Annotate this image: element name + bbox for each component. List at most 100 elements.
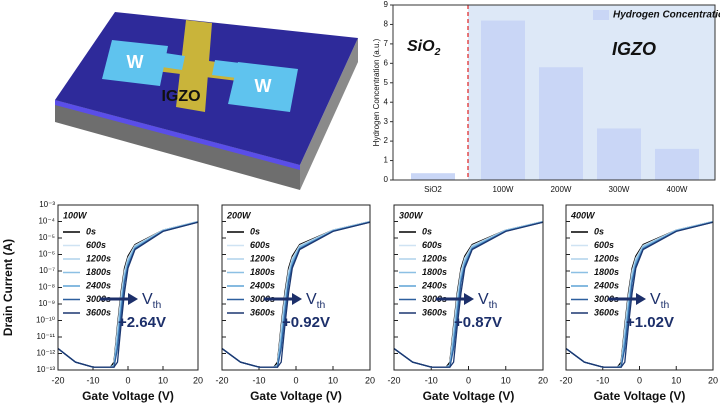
legend-label: 2400s (593, 280, 619, 290)
x-tick-label: -20 (387, 375, 400, 385)
plot-frame (221, 204, 371, 371)
x-tick-label: -10 (252, 375, 265, 385)
x-tick-label: 10 (501, 375, 511, 385)
x-tick-label: 0 (637, 375, 642, 385)
pad-label: W (255, 76, 272, 96)
connector-right (212, 60, 240, 78)
panel-title: 200W (226, 210, 252, 220)
legend-label: 2400s (85, 280, 111, 290)
vth-shift: +1.02V (626, 314, 674, 331)
legend-label: 1800s (422, 267, 447, 277)
series-line (222, 220, 370, 368)
series-line (222, 221, 370, 368)
legend-label: 3000s (250, 294, 275, 304)
x-tick-label: -20 (559, 375, 572, 385)
legend-label: 3600s (250, 307, 275, 317)
y-tick-label: 10⁻¹² (37, 349, 56, 358)
annotation-subscript: th (661, 300, 670, 311)
legend-label: 2400s (421, 280, 447, 290)
curves (566, 220, 713, 368)
x-tick-label: 10 (671, 375, 681, 385)
bar (597, 128, 641, 180)
pad-label: W (127, 52, 144, 72)
legend-label: 1200s (250, 253, 275, 263)
x-tick-label: SiO2 (424, 185, 442, 194)
x-tick-label: 400W (667, 185, 688, 194)
substrate-front (55, 100, 300, 190)
legend-label: 1800s (250, 267, 275, 277)
y-tick-label: 10⁻¹⁰ (36, 316, 55, 325)
arrow-head (292, 293, 302, 305)
legend-label: 3600s (422, 307, 447, 317)
y-tick-label: 10⁻⁹ (38, 299, 55, 308)
legend-label: 600s (422, 240, 442, 250)
y-tick-label: 10⁻⁵ (39, 233, 55, 242)
y-tick-label: 2 (384, 136, 389, 145)
legend-label: 3600s (86, 307, 111, 317)
legend-label: Hydrogen Concentration (613, 10, 720, 21)
series-line (222, 221, 370, 368)
x-tick-label: -20 (215, 375, 228, 385)
y-tick-label: 10⁻¹³ (37, 365, 56, 374)
annotation: Vth (306, 291, 326, 310)
oxide-edge (55, 100, 300, 170)
series-line (394, 220, 543, 368)
x-tick-label: 20 (193, 375, 203, 385)
series-line (566, 220, 713, 368)
plot-frame (57, 204, 199, 371)
series-line (566, 221, 713, 368)
y-tick-label: 7 (384, 39, 389, 48)
plot-frame (565, 204, 714, 371)
y-tick-label: 10⁻⁷ (39, 266, 55, 275)
series-line (222, 221, 370, 368)
y-tick-label: 6 (384, 58, 389, 67)
connector-left (162, 53, 185, 70)
arrow-head (636, 293, 646, 305)
series-line (222, 220, 370, 368)
panel-title: 100W (63, 210, 88, 220)
annotation: Vth (478, 291, 498, 310)
legend-label: 600s (594, 240, 614, 250)
series-line (566, 220, 713, 368)
x-tick-label: -10 (596, 375, 609, 385)
annotation-text: SiO (407, 38, 435, 55)
x-tick-label: -10 (425, 375, 438, 385)
bar (411, 173, 455, 180)
device-illustration: W W IGZO (55, 12, 358, 190)
annotation-subscript: th (317, 300, 326, 311)
y-tick-label: 10⁻³ (39, 200, 55, 209)
channel-label: IGZO (161, 88, 200, 105)
x-axis-title: Gate Voltage (V) (423, 389, 515, 403)
transfer-chart: -20 -10 0 10 20 400W 0s 600s 1200s 1800s 2400s 3000… (559, 204, 718, 403)
y-tick-label: 5 (384, 78, 389, 87)
legend-label: 1200s (422, 253, 447, 263)
annotation-subscript: 2 (434, 47, 441, 58)
curves (222, 220, 370, 368)
series-line (566, 221, 713, 368)
panel-title: 300W (399, 210, 424, 220)
series-line (58, 221, 198, 368)
arrow-head (128, 293, 138, 305)
transfer-chart: -20 -10 0 10 20 200W 0s 600s 1200s 1800s 2400s 3000… (215, 204, 375, 403)
annotation-text: IGZO (612, 39, 656, 59)
x-tick-label: 0 (466, 375, 471, 385)
legend-label: 1800s (594, 267, 619, 277)
legend-label: 0s (594, 226, 604, 236)
x-tick-label: 10 (328, 375, 338, 385)
series-line (566, 220, 713, 368)
y-tick-label: 0 (384, 175, 389, 184)
x-tick-label: 200W (551, 185, 572, 194)
legend-label: 600s (250, 240, 270, 250)
series-line (222, 220, 370, 368)
legend-label: 3000s (594, 294, 619, 304)
legend-label: 3600s (594, 307, 619, 317)
y-tick-label: 10⁻⁶ (39, 250, 55, 259)
bar (481, 20, 525, 180)
bar (539, 67, 583, 180)
series-line (222, 221, 370, 368)
annotation: Vth (650, 291, 670, 310)
annotation-text: V (478, 291, 489, 308)
x-tick-label: 300W (609, 185, 630, 194)
legend-label: 0s (422, 226, 432, 236)
